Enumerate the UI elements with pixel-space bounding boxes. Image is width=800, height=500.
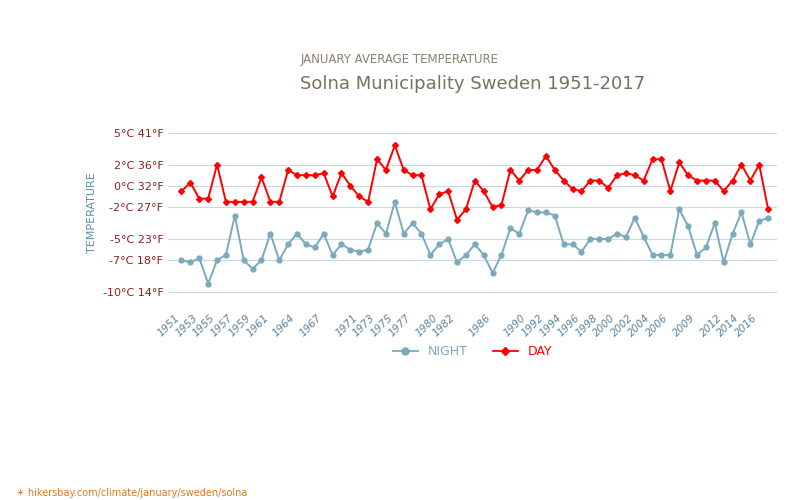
Title: Solna Municipality Sweden 1951-2017: Solna Municipality Sweden 1951-2017 (300, 75, 645, 93)
Text: JANUARY AVERAGE TEMPERATURE: JANUARY AVERAGE TEMPERATURE (301, 52, 499, 66)
Legend: NIGHT, DAY: NIGHT, DAY (388, 340, 558, 363)
Y-axis label: TEMPERATURE: TEMPERATURE (87, 172, 97, 253)
Text: ☀ hikersbay.com/climate/january/sweden/solna: ☀ hikersbay.com/climate/january/sweden/s… (16, 488, 247, 498)
